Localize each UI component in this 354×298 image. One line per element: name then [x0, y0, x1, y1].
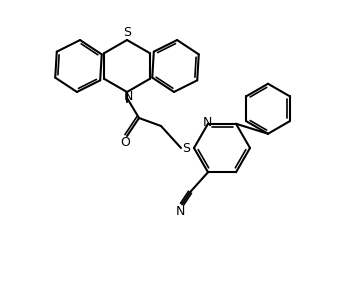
Text: N: N: [202, 116, 212, 129]
Text: N: N: [123, 91, 133, 103]
Text: N: N: [175, 205, 185, 218]
Text: O: O: [120, 136, 130, 150]
Text: S: S: [182, 142, 190, 156]
Text: S: S: [123, 27, 131, 40]
